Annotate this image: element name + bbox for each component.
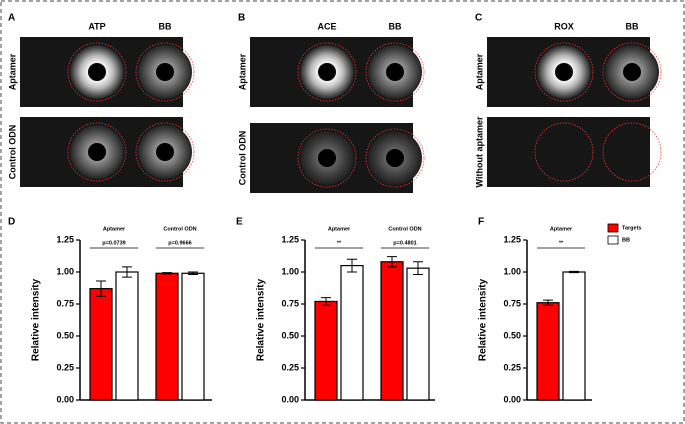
group-label: Aptamer: [103, 226, 126, 232]
well: [88, 63, 106, 81]
group-label: Control ODN: [388, 226, 421, 232]
well: [386, 63, 404, 81]
column-label: BB: [389, 21, 402, 31]
well: [88, 143, 106, 161]
bar: [89, 288, 113, 401]
row-label: Control ODN: [237, 131, 247, 186]
y-tick-label: 1.25: [281, 234, 299, 244]
roi: [365, 128, 425, 188]
micrograph: [487, 117, 650, 187]
row-label: Without aptamer: [474, 116, 484, 187]
y-axis-label: Relative intensity: [31, 278, 42, 361]
group-label: Aptamer: [328, 226, 351, 232]
roi: [602, 122, 662, 182]
panel-label: C: [475, 13, 482, 24]
roi: [135, 122, 195, 182]
y-tick-label: 0.00: [503, 394, 521, 404]
y-tick-label: 1.25: [56, 234, 74, 244]
legend-label: Targets: [622, 225, 641, 231]
y-tick-label: 1.00: [281, 266, 299, 276]
column-label: BB: [626, 21, 639, 31]
y-tick-label: 0.75: [281, 298, 299, 308]
y-tick-label: 0.75: [503, 298, 521, 308]
annotation: p=0.9666: [168, 240, 191, 246]
bar: [181, 272, 205, 401]
panel-label: F: [478, 217, 484, 228]
roi: [534, 42, 594, 102]
bar: [314, 300, 338, 401]
bar: [562, 271, 586, 401]
error-bar: [321, 297, 331, 306]
bar: [340, 265, 364, 401]
row-label: Aptamer: [474, 53, 484, 90]
well: [318, 149, 336, 167]
y-tick-label: 1.00: [56, 266, 74, 276]
bar: [536, 302, 560, 401]
column-label: ACE: [317, 21, 336, 31]
y-tick-label: 0.75: [56, 298, 74, 308]
group-label: Control ODN: [163, 226, 196, 232]
y-tick-label: 0.00: [281, 394, 299, 404]
roi: [135, 42, 195, 102]
panel-label: B: [238, 13, 245, 24]
y-tick-label: 0.00: [56, 394, 74, 404]
panel-label: E: [236, 217, 243, 228]
annotation: p=0.4801: [393, 240, 416, 246]
error-bar: [347, 258, 357, 273]
well: [318, 63, 336, 81]
legend-label: BB: [622, 237, 630, 243]
y-tick-label: 0.25: [281, 362, 299, 372]
error-bar: [96, 280, 106, 297]
well: [555, 63, 573, 81]
row-label: Aptamer: [7, 53, 17, 90]
panel-label: D: [8, 217, 15, 228]
annotation: **: [559, 240, 564, 246]
legend-swatch: [607, 235, 619, 245]
y-tick-label: 1.25: [503, 234, 521, 244]
error-bar: [162, 272, 172, 275]
y-tick-label: 0.50: [503, 330, 521, 340]
y-tick-label: 1.00: [503, 266, 521, 276]
bar: [380, 261, 404, 401]
well: [623, 63, 641, 81]
row-label: Control ODN: [7, 125, 17, 180]
group-label: Aptamer: [550, 226, 573, 232]
y-tick-label: 0.50: [56, 330, 74, 340]
roi: [67, 42, 127, 102]
error-bar: [122, 266, 132, 278]
column-label: ROX: [554, 21, 574, 31]
well: [156, 143, 174, 161]
y-tick-label: 0.25: [503, 362, 521, 372]
annotation: **: [337, 240, 342, 246]
well: [156, 63, 174, 81]
error-bar: [543, 299, 553, 306]
bar: [406, 267, 430, 401]
roi: [67, 122, 127, 182]
column-label: ATP: [88, 21, 105, 31]
error-bar: [413, 261, 423, 276]
y-tick-label: 0.50: [281, 330, 299, 340]
error-bar: [188, 271, 198, 276]
error-bar: [569, 270, 579, 274]
bar: [115, 271, 139, 401]
roi: [297, 42, 357, 102]
legend-swatch: [607, 223, 619, 233]
y-tick-label: 0.25: [56, 362, 74, 372]
y-axis-label: Relative intensity: [256, 278, 267, 361]
column-label: BB: [159, 21, 172, 31]
row-label: Aptamer: [237, 53, 247, 90]
roi: [602, 42, 662, 102]
error-bar: [387, 256, 397, 268]
bar: [155, 272, 179, 401]
annotation: p=0.0739: [102, 240, 125, 246]
roi: [534, 122, 594, 182]
roi: [365, 42, 425, 102]
well: [386, 149, 404, 167]
panel-label: A: [8, 13, 15, 24]
roi: [297, 128, 357, 188]
y-axis-label: Relative intensity: [478, 278, 489, 361]
